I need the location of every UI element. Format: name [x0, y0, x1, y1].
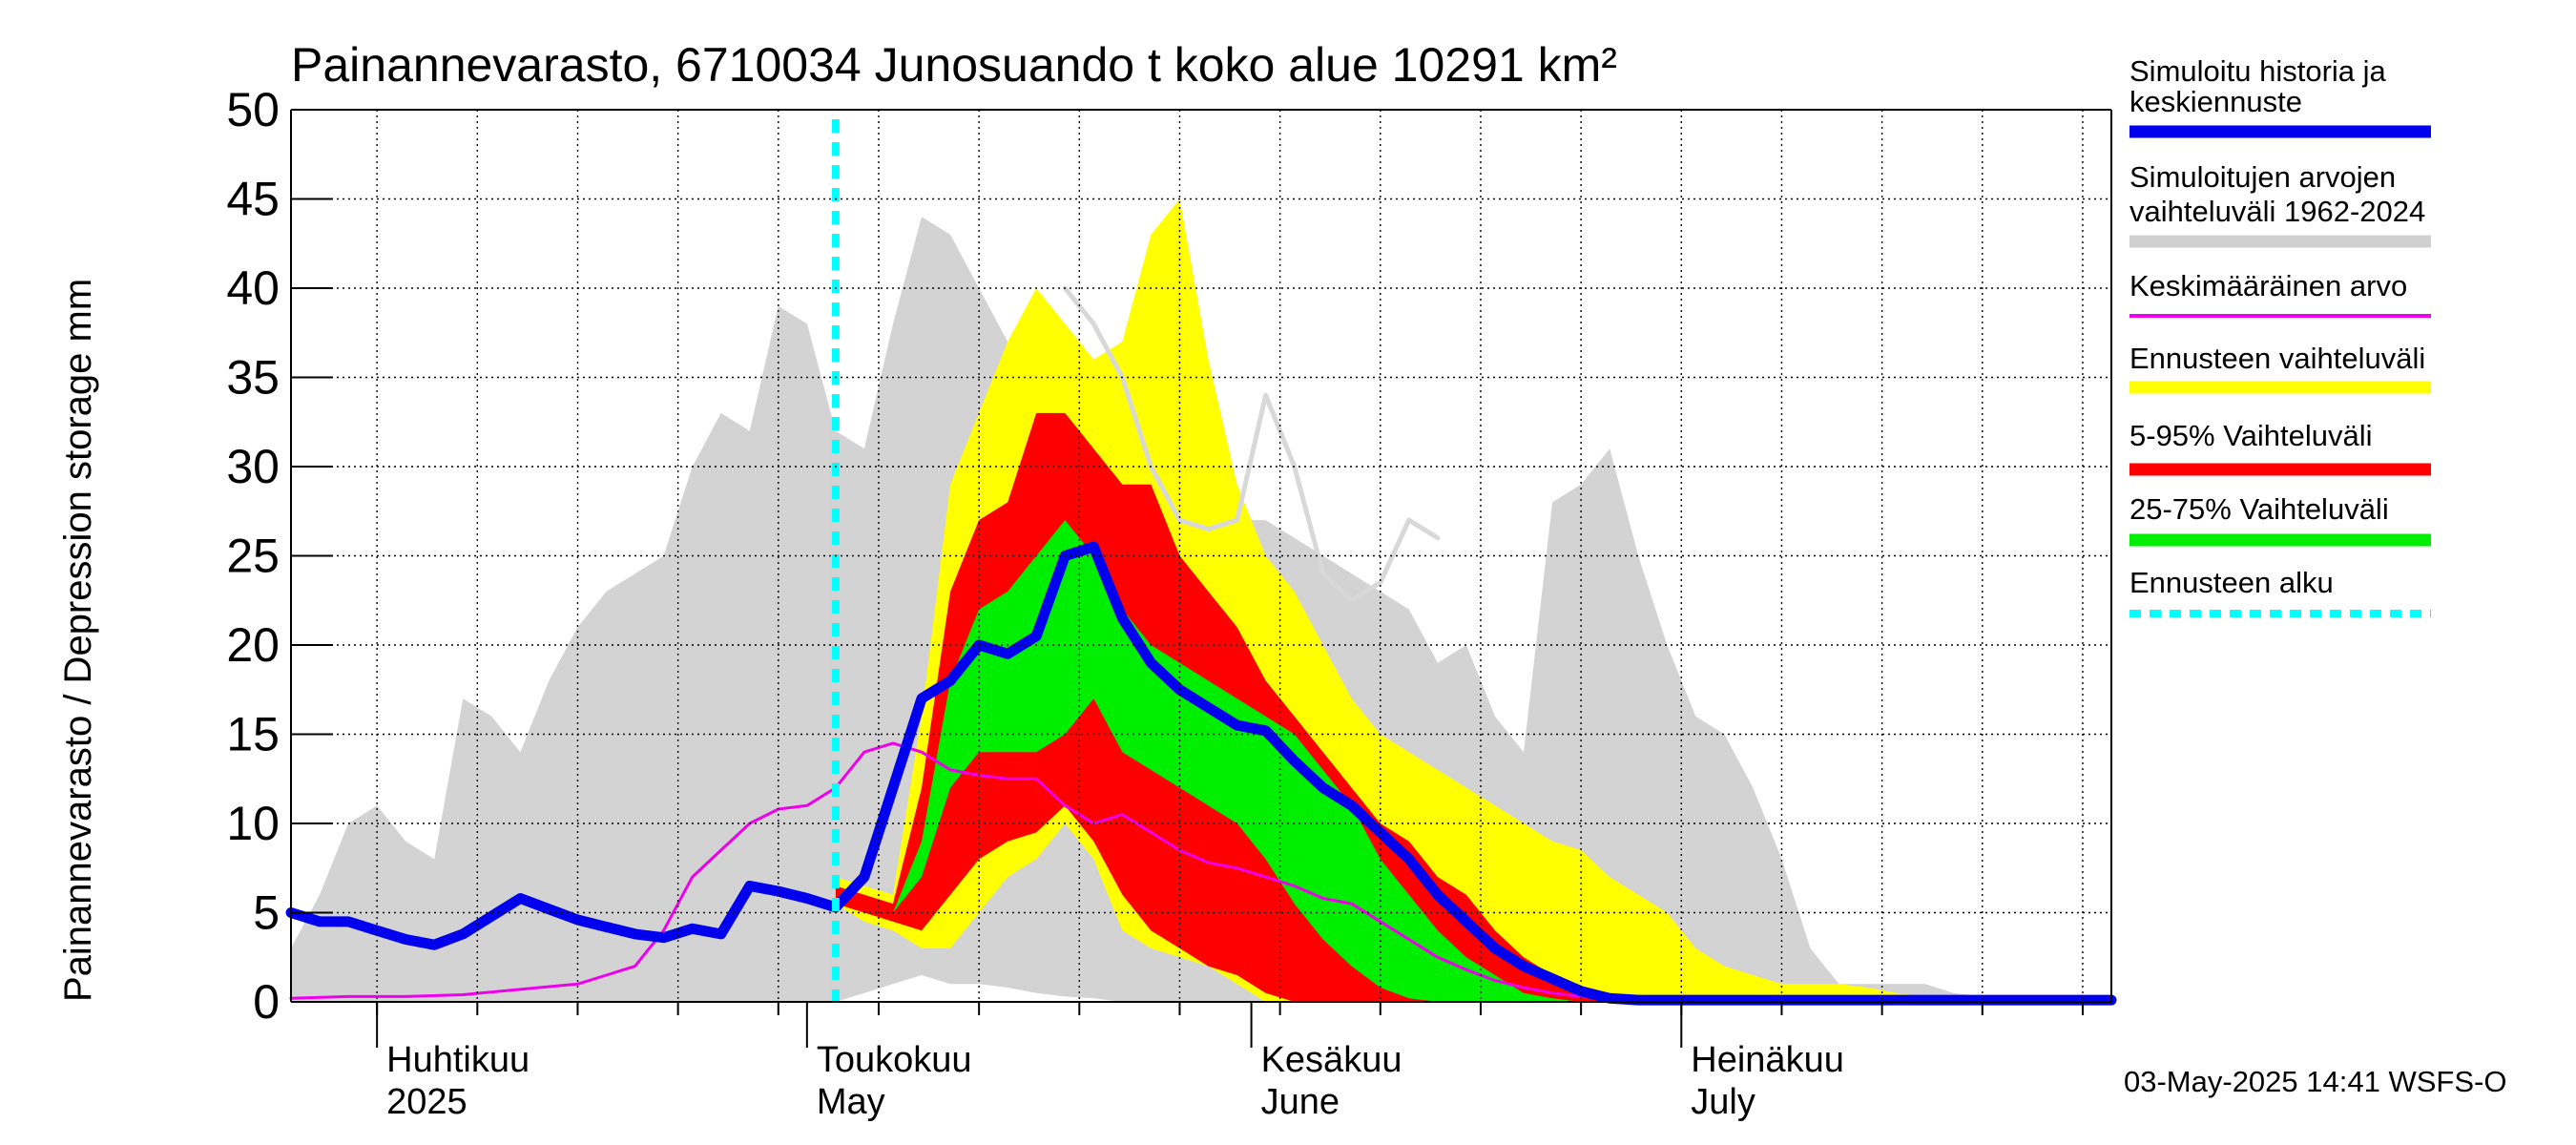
footer-timestamp: 03-May-2025 14:41 WSFS-O: [2124, 1065, 2506, 1098]
y-tick-label: 20: [226, 618, 280, 672]
axes: 05101520253035404550Huhtikuu2025Toukokuu…: [226, 83, 2112, 1122]
y-tick-label: 15: [226, 708, 280, 761]
y-tick-label: 40: [226, 261, 280, 315]
y-tick-label: 45: [226, 173, 280, 226]
y-tick-label: 50: [226, 83, 280, 136]
y-tick-label: 0: [253, 975, 280, 1029]
legend-label: Ennusteen alku: [2129, 566, 2334, 599]
y-tick-label: 25: [226, 530, 280, 583]
y-tick-label: 10: [226, 797, 280, 850]
legend-label: 25-75% Vaihteluväli: [2129, 492, 2389, 526]
y-tick-label: 5: [253, 886, 280, 940]
month-label: Kesäkuu: [1261, 1040, 1402, 1080]
legend-label: Ennusteen vaihteluväli: [2129, 342, 2425, 375]
legend-label: Simuloitu historia ja: [2129, 54, 2387, 88]
chart-title: Painannevarasto, 6710034 Junosuando t ko…: [291, 38, 1617, 92]
month-label-secondary: May: [817, 1082, 885, 1122]
month-label: Heinäkuu: [1691, 1040, 1844, 1080]
month-label: Huhtikuu: [386, 1040, 530, 1080]
legend-label: Simuloitujen arvojen: [2129, 160, 2396, 194]
month-label-secondary: July: [1691, 1082, 1755, 1122]
legend-label: 5-95% Vaihteluväli: [2129, 419, 2372, 452]
month-label: Toukokuu: [817, 1040, 972, 1080]
y-tick-label: 35: [226, 351, 280, 405]
legend-label: keskiennuste: [2129, 85, 2302, 118]
y-axis-title: Painannevarasto / Depression storage mm: [57, 279, 99, 1002]
month-label-secondary: June: [1261, 1082, 1340, 1122]
month-label-secondary: 2025: [386, 1082, 467, 1122]
band-5-95: [835, 412, 2111, 1002]
legend-label: Keskimääräinen arvo: [2129, 269, 2407, 302]
series-line-median-forecast: [285, 541, 2117, 1006]
y-tick-label: 30: [226, 440, 280, 493]
legend-label: vaihteluväli 1962-2024: [2129, 195, 2425, 228]
series-line-previous-year: [1062, 285, 1441, 603]
